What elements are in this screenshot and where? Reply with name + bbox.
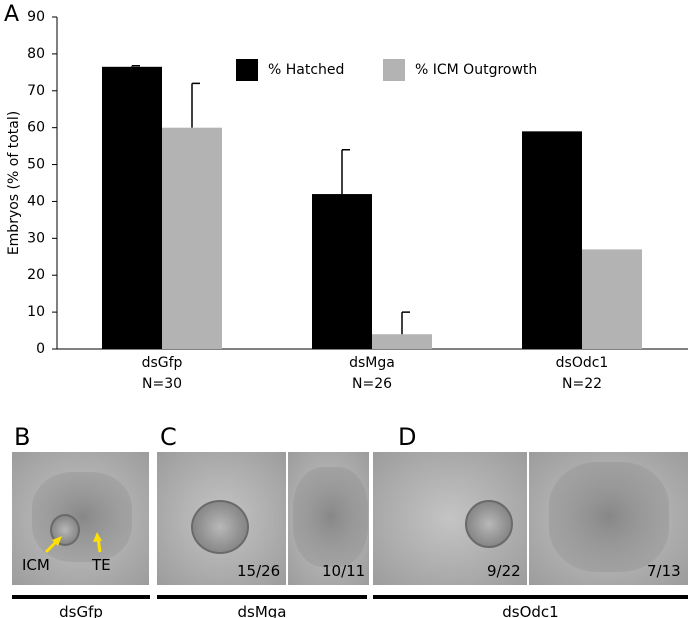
panel-label: A bbox=[4, 2, 19, 27]
annotation: ICM bbox=[22, 556, 50, 574]
legend-swatch bbox=[236, 59, 258, 81]
micrograph: 7/13 bbox=[529, 452, 688, 585]
micrograph: 9/22 bbox=[373, 452, 527, 585]
panel-label: D bbox=[398, 423, 417, 451]
panel-label: B bbox=[14, 423, 31, 451]
y-tick-label: 60 bbox=[27, 120, 45, 136]
group-underline bbox=[157, 595, 367, 599]
y-tick-label: 20 bbox=[27, 267, 45, 283]
annotation: 9/22 bbox=[487, 562, 521, 580]
bar bbox=[102, 66, 162, 350]
bar bbox=[372, 334, 432, 349]
micrograph: 15/26 bbox=[157, 452, 286, 585]
panel-label: C bbox=[160, 423, 177, 451]
y-tick-label: 90 bbox=[27, 9, 45, 25]
arrows bbox=[44, 532, 102, 554]
error-bar bbox=[341, 149, 350, 195]
error-bar bbox=[401, 311, 410, 335]
error-bar bbox=[131, 64, 140, 67]
legend-swatch bbox=[383, 59, 405, 81]
y-tick-label: 80 bbox=[27, 46, 45, 62]
error-bar bbox=[191, 82, 200, 128]
caption: dsOdc1 bbox=[502, 603, 559, 618]
group-underline bbox=[373, 595, 688, 599]
chart: A Embryos (% of total) 0 10 20 30 40 50 60 70 80… bbox=[4, 2, 688, 392]
y-tick-label: 40 bbox=[27, 193, 45, 209]
annotation: 7/13 bbox=[647, 562, 681, 580]
legend-label: % Hatched bbox=[268, 62, 344, 78]
x-tick-sublabel: N=22 bbox=[562, 376, 602, 392]
x-tick-label: dsMga bbox=[349, 355, 395, 371]
y-tick-label: 50 bbox=[27, 157, 45, 173]
caption: dsGfp bbox=[59, 603, 103, 618]
x-tick-sublabel: N=26 bbox=[352, 376, 392, 392]
group-underline bbox=[12, 595, 150, 599]
y-tick-label: 0 bbox=[36, 341, 45, 357]
micrograph: ICM TE bbox=[12, 452, 149, 585]
bar bbox=[162, 127, 222, 350]
y-tick-label: 30 bbox=[27, 230, 45, 246]
x-tick-label: dsOdc1 bbox=[556, 355, 609, 371]
bar bbox=[312, 194, 372, 349]
annotation: 15/26 bbox=[237, 562, 281, 580]
annotation: 10/11 bbox=[322, 562, 366, 580]
legend-label: % ICM Outgrowth bbox=[415, 62, 537, 78]
y-tick-label: 10 bbox=[27, 304, 45, 320]
annotation: TE bbox=[92, 556, 111, 574]
caption: dsMga bbox=[237, 603, 287, 618]
x-tick-sublabel: N=30 bbox=[142, 376, 182, 392]
micrograph: 10/11 bbox=[288, 452, 369, 585]
bar bbox=[582, 249, 642, 349]
bar bbox=[522, 131, 582, 349]
x-tick-label: dsGfp bbox=[142, 355, 183, 371]
y-axis-label: Embryos (% of total) bbox=[6, 111, 22, 255]
y-tick-label: 70 bbox=[27, 83, 45, 99]
